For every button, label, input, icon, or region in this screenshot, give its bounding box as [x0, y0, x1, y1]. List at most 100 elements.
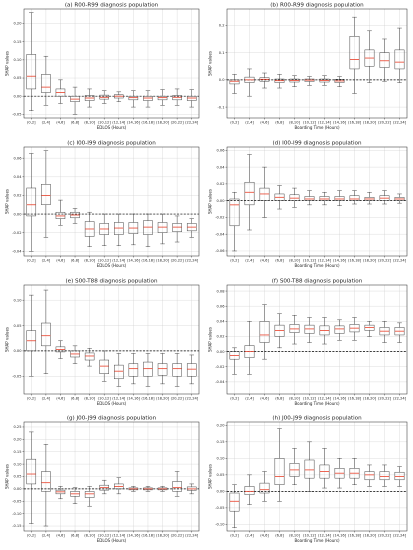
- box-plot-(18,20]: [364, 30, 375, 83]
- x-tick-label: (12,14]: [318, 397, 332, 401]
- y-axis-label: SHAP values: [208, 189, 213, 214]
- y-tick-label: 0.05: [13, 76, 21, 80]
- x-tick-label: (20,22]: [171, 534, 185, 538]
- x-tick-label: (10,12]: [303, 397, 317, 401]
- box-iqr: [349, 36, 360, 70]
- box-iqr: [26, 458, 37, 485]
- box-iqr: [41, 471, 51, 492]
- x-tick-label: (8,10]: [289, 121, 300, 125]
- y-tick-label: -0.10: [215, 523, 225, 527]
- x-tick-label: (22,24]: [393, 534, 407, 538]
- y-tick-label: 0.10: [13, 58, 22, 62]
- x-tick-label: (10,12]: [98, 121, 112, 125]
- box-plot-(6,8]: [70, 345, 80, 364]
- x-tick-label: (16,18]: [141, 121, 155, 125]
- x-tick-label: (22,24]: [185, 259, 199, 263]
- box-plot-(10,12]: [99, 479, 109, 495]
- x-tick-label: (18,20]: [363, 259, 377, 263]
- box-plot-(20,22]: [172, 471, 182, 497]
- x-tick-label: (12,14]: [112, 534, 126, 538]
- box-iqr: [334, 196, 345, 201]
- chart-panel: (h) J00-J99 diagnosis population -0.10 -0.…: [208, 416, 408, 543]
- x-tick-label: (20,22]: [171, 121, 185, 125]
- x-tick-label: (20,22]: [378, 121, 392, 125]
- box-plot-(14,16]: [128, 486, 139, 492]
- y-tick-label: -0.02: [12, 231, 21, 235]
- x-tick-label: (16,18]: [348, 397, 362, 401]
- box-iqr: [289, 194, 300, 201]
- box-plot-(16,18]: [143, 90, 153, 108]
- box-plot-(16,18]: [349, 317, 360, 341]
- y-tick-label: 0.05: [13, 324, 21, 328]
- box-plot-(10,12]: [99, 90, 109, 104]
- x-tick-label: (18,20]: [156, 121, 170, 125]
- box-iqr: [259, 482, 270, 494]
- x-axis-label: Boarding Time (Hours): [294, 538, 340, 543]
- y-tick-label: -0.02: [215, 216, 224, 220]
- box-plot-(16,18]: [143, 213, 153, 247]
- x-tick-label: (14,16]: [333, 259, 347, 263]
- box-iqr: [41, 184, 51, 205]
- y-tick-label: 0.1: [219, 51, 225, 55]
- x-tick-label: (2,4]: [42, 121, 51, 125]
- box-plot-(2,4]: [41, 289, 51, 374]
- box-iqr: [99, 359, 109, 374]
- y-tick-label: -0.05: [215, 506, 224, 510]
- box-iqr: [244, 486, 255, 495]
- box-plot-(14,16]: [334, 319, 345, 341]
- box-plot-(10,12]: [304, 190, 315, 206]
- box-plot-(2,4]: [41, 56, 51, 106]
- box-iqr: [172, 363, 182, 377]
- box-plot-(14,16]: [128, 353, 139, 385]
- chart-title: (d) I00-I99 diagnosis population: [272, 141, 361, 147]
- chart-panel: (g) J00-J99 diagnosis population -0.15 -0.…: [5, 416, 200, 543]
- box-iqr: [186, 363, 197, 377]
- x-tick-label: (8,10]: [289, 397, 300, 401]
- box-iqr: [26, 54, 37, 90]
- x-tick-label: (12,14]: [318, 259, 332, 263]
- box-plot-(18,20]: [157, 353, 168, 385]
- x-axis-label: Boarding Time (Hours): [294, 263, 340, 268]
- y-tick-label: -0.04: [215, 232, 225, 236]
- chart-title: (g) J00-J99 diagnosis population: [67, 416, 157, 422]
- y-tick-label: 0.02: [13, 194, 21, 198]
- y-tick-label: 0.20: [13, 438, 22, 442]
- y-tick-label: 0.2: [219, 24, 225, 28]
- y-tick-label: 0.02: [216, 182, 224, 186]
- plot-frame: [23, 146, 200, 257]
- x-tick-label: (2,4]: [245, 397, 254, 401]
- box-plot-(6,8]: [70, 208, 80, 224]
- x-tick-label: (8,10]: [84, 534, 95, 538]
- x-tick-label: (16,18]: [141, 397, 155, 401]
- box-iqr: [259, 321, 270, 343]
- x-tick-label: (14,16]: [333, 121, 347, 125]
- x-tick-label: (18,20]: [156, 534, 170, 538]
- box-plot-(12,14]: [319, 448, 330, 489]
- x-tick-label: (8,10]: [84, 121, 95, 125]
- y-tick-label: -0.05: [12, 374, 21, 378]
- y-tick-label: 0.15: [216, 440, 224, 444]
- box-plot-(14,16]: [128, 90, 139, 108]
- box-iqr: [259, 187, 270, 201]
- x-tick-label: (12,14]: [318, 534, 332, 538]
- y-tick-label: -0.02: [215, 365, 224, 369]
- box-plot-(10,12]: [99, 213, 109, 246]
- y-tick-label: 0.0: [219, 78, 225, 82]
- x-tick-label: (18,20]: [363, 534, 377, 538]
- x-tick-label: (6,8]: [275, 259, 284, 263]
- box-plot-(18,20]: [364, 192, 375, 205]
- box-iqr: [394, 471, 405, 481]
- x-tick-label: (2,4]: [42, 534, 51, 538]
- box-plot-(18,20]: [364, 464, 375, 487]
- box-plot-(2,4]: [244, 474, 255, 505]
- x-tick-label: (14,16]: [127, 534, 141, 538]
- box-plot-(10,12]: [304, 317, 315, 343]
- y-tick-label: 0.00: [13, 487, 22, 491]
- x-tick-label: (6,8]: [71, 534, 80, 538]
- box-plot-(22,24]: [394, 466, 405, 487]
- box-plot-(4,6]: [259, 471, 270, 502]
- box-plot-(20,22]: [172, 215, 182, 243]
- plot-frame: [226, 421, 408, 532]
- chart-panel: (a) R00-R99 diagnosis population -0.05 0.0…: [5, 3, 200, 130]
- chart-title: (e) S00-T88 diagnosis population: [65, 279, 158, 285]
